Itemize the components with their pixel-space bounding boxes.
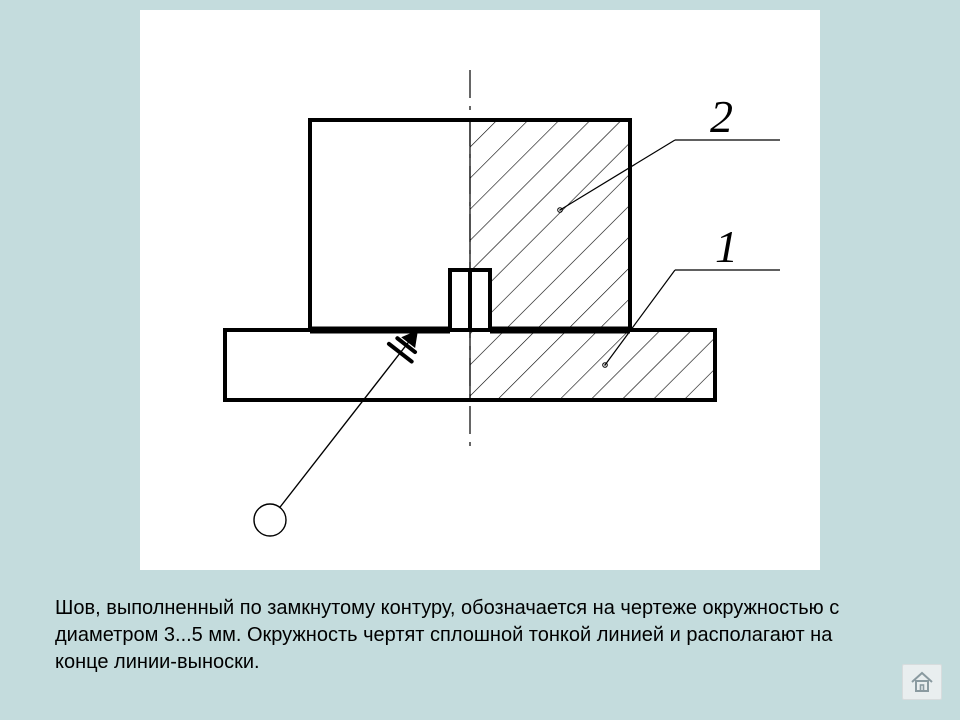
home-button[interactable]: [902, 664, 942, 700]
technical-drawing: 21: [140, 10, 820, 570]
figure-panel: 21: [140, 10, 820, 570]
svg-text:1: 1: [715, 221, 738, 272]
home-icon: [909, 670, 935, 694]
caption-text: Шов, выполненный по замкнутому контуру, …: [55, 595, 875, 676]
svg-text:2: 2: [710, 91, 733, 142]
slide-page: 21 Шов, выполненный по замкнутому контур…: [0, 0, 960, 720]
